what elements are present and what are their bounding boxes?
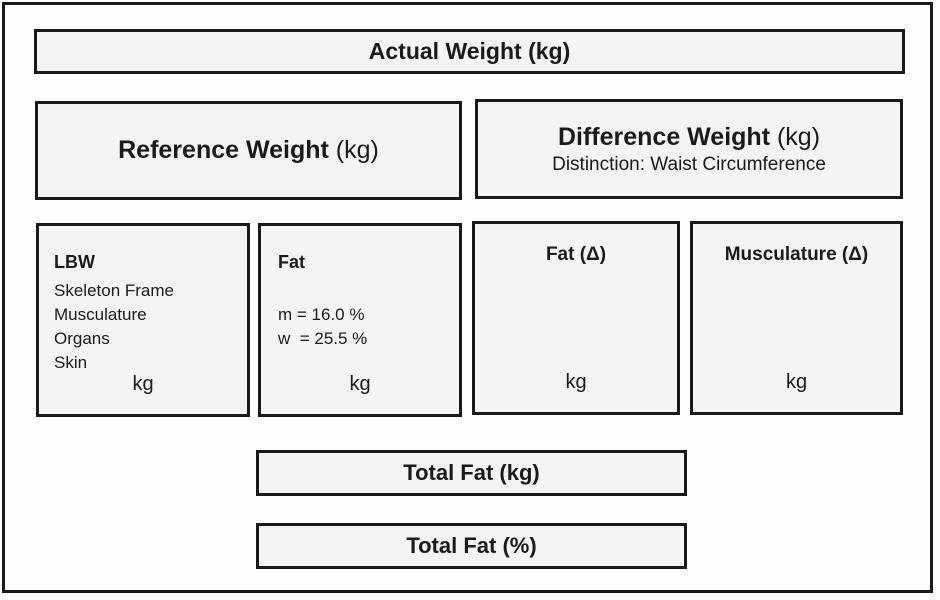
fat-box: Fat m = 16.0 % w = 25.5 % kg	[258, 223, 462, 417]
lbw-unit-label: kg	[132, 373, 154, 395]
fat-percent-men: m = 16.0 %	[278, 305, 365, 324]
fat-title: Fat	[278, 252, 305, 272]
fat-delta-unit-label: kg	[565, 371, 587, 393]
reference-weight-title: Reference Weight (kg)	[118, 136, 379, 164]
difference-weight-box: Difference Weight (kg) Distinction: Wais…	[475, 99, 903, 199]
difference-weight-title: Difference Weight (kg)	[557, 123, 821, 151]
actual-weight-box: Actual Weight (kg)	[34, 29, 905, 74]
lbw-item-skin: Skin	[54, 353, 88, 372]
fat-percent-women: w = 25.5 %	[278, 329, 368, 348]
fat-delta-title: Fat (Δ)	[545, 244, 607, 265]
fat-delta-box: Fat (Δ) kg	[472, 221, 680, 415]
lbw-item-skeleton-frame: Skeleton Frame	[54, 281, 174, 300]
musculature-delta-box: Musculature (Δ) kg	[690, 221, 903, 415]
lbw-item-musculature: Musculature	[54, 305, 147, 324]
total-fat-percent-title: Total Fat (%)	[406, 533, 537, 558]
diagram-outer-frame	[2, 2, 933, 593]
total-fat-kg-title: Total Fat (kg)	[403, 460, 540, 485]
difference-weight-subtitle: Distinction: Waist Circumference	[552, 154, 826, 175]
musculature-delta-unit-label: kg	[785, 371, 808, 393]
musculature-delta-title: Musculature (Δ)	[724, 244, 869, 265]
total-fat-kg-box: Total Fat (kg)	[256, 450, 687, 496]
total-fat-percent-box: Total Fat (%)	[256, 523, 687, 569]
lbw-title: LBW	[54, 252, 95, 272]
actual-weight-title: Actual Weight (kg)	[368, 38, 571, 64]
reference-weight-box: Reference Weight (kg)	[35, 101, 462, 200]
lbw-box: LBW Skeleton Frame Musculature Organs Sk…	[36, 223, 250, 417]
lbw-item-organs: Organs	[54, 329, 110, 348]
fat-unit-label: kg	[349, 373, 371, 395]
